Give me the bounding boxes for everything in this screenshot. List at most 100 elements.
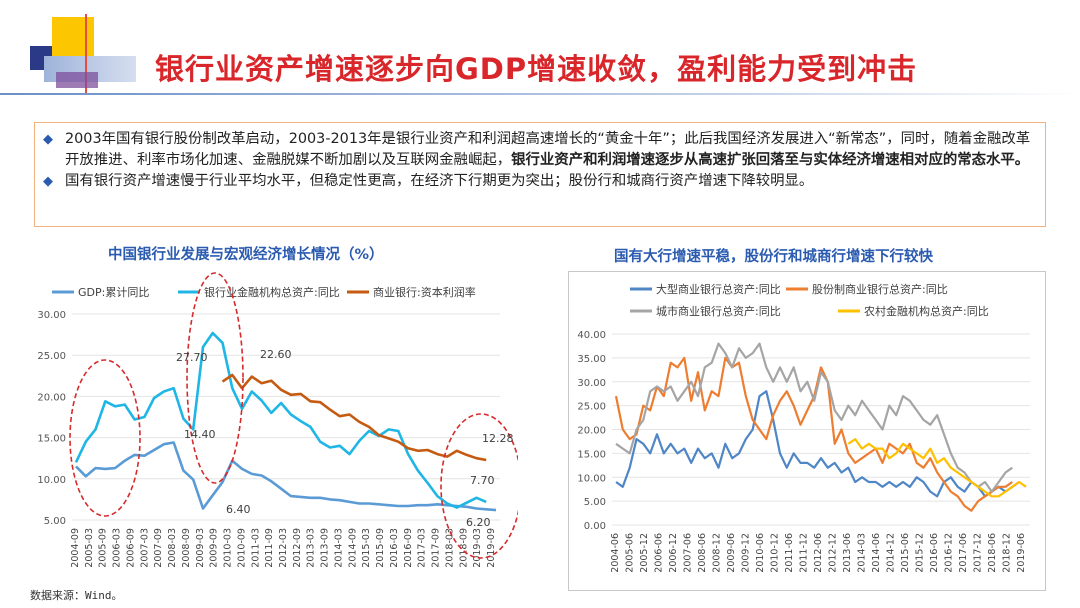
y-tick-label: 10.00 <box>577 473 606 484</box>
data-label: 22.60 <box>260 348 292 361</box>
x-tick-label: 2004-09 <box>70 528 81 568</box>
x-tick-label: 2017-12 <box>973 533 984 573</box>
data-source: 数据来源：Wind。 <box>30 589 123 602</box>
x-tick-label: 2007-09 <box>153 528 164 568</box>
x-tick-label: 2008-09 <box>181 528 192 568</box>
x-tick-label: 2005-06 <box>625 533 636 573</box>
legend-label: 城市商业银行总资产:同比 <box>656 304 781 318</box>
x-tick-label: 2016-09 <box>403 528 414 568</box>
highlight-ellipse <box>186 272 244 484</box>
x-tick-label: 2009-03 <box>195 528 206 568</box>
x-tick-label: 2009-06 <box>726 533 737 573</box>
y-tick-label: 5.00 <box>584 497 606 508</box>
x-tick-label: 2013-09 <box>320 528 331 568</box>
legend-label: 银行业金融机构总资产:同比 <box>204 285 340 299</box>
x-tick-label: 2009-09 <box>209 528 220 568</box>
x-tick-label: 2011-12 <box>799 533 810 573</box>
legend-label: 商业银行:资本利润率 <box>373 285 476 299</box>
x-tick-label: 2010-12 <box>770 533 781 573</box>
header-decoration-purple <box>56 72 98 88</box>
x-tick-label: 2007-03 <box>139 528 150 568</box>
series-line-2 <box>614 356 1013 512</box>
x-tick-label: 2010-09 <box>236 528 247 568</box>
y-tick-label: 40.00 <box>577 330 606 341</box>
x-tick-label: 2019-09 <box>486 528 497 568</box>
y-tick-label: 15.00 <box>577 449 606 460</box>
series-line-2 <box>74 331 487 509</box>
summary-bullet-1-text: 2003年国有银行股份制改革启动，2003-2013年是银行业资产和利润超高速增… <box>65 129 1035 171</box>
x-tick-label: 2015-12 <box>915 533 926 573</box>
data-label: 14.40 <box>184 428 216 441</box>
x-tick-label: 2008-12 <box>712 533 723 573</box>
x-tick-label: 2018-12 <box>1002 533 1013 573</box>
x-tick-label: 2016-03 <box>389 528 400 568</box>
summary-bullet-1: ◆ 2003年国有银行股份制改革启动，2003-2013年是银行业资产和利润超高… <box>43 129 1035 171</box>
x-tick-label: 2013-03 <box>306 528 317 568</box>
summary-bullet-2-text: 国有银行资产增速慢于行业平均水平，但稳定性更高，在经济下行期更为突出；股份行和城… <box>65 173 814 189</box>
x-tick-label: 2014-06 <box>871 533 882 573</box>
highlight-ellipse <box>69 359 141 517</box>
data-label: 12.28 <box>482 432 514 445</box>
x-tick-label: 2018-03 <box>444 528 455 568</box>
data-label: 7.70 <box>470 474 495 487</box>
legend-label: 股份制商业银行总资产:同比 <box>812 282 948 296</box>
x-tick-label: 2005-03 <box>84 528 95 568</box>
summary-bullet-2: ◆ 国有银行资产增速慢于行业平均水平，但稳定性更高，在经济下行期更为突出；股份行… <box>43 171 1035 192</box>
x-tick-label: 2017-09 <box>431 528 442 568</box>
series-line-3 <box>221 373 487 462</box>
legend-label: 农村金融机构总资产:同比 <box>864 304 989 318</box>
x-tick-label: 2007-06 <box>683 533 694 573</box>
legend-label: GDP:累计同比 <box>78 286 149 299</box>
x-tick-label: 2016-06 <box>929 533 940 573</box>
x-tick-label: 2005-12 <box>639 533 650 573</box>
x-tick-label: 2009-12 <box>741 533 752 573</box>
x-tick-label: 2011-09 <box>264 528 275 568</box>
x-tick-label: 2014-09 <box>347 528 358 568</box>
chart2-title: 国有大行增速平稳，股份行和城商行增速下行较快 <box>614 249 933 265</box>
x-tick-label: 2006-03 <box>112 528 123 568</box>
x-tick-label: 2010-03 <box>223 528 234 568</box>
data-label: 6.20 <box>466 516 491 529</box>
x-tick-label: 2016-12 <box>944 533 955 573</box>
summary-box: ◆ 2003年国有银行股份制改革启动，2003-2013年是银行业资产和利润超高… <box>34 122 1046 227</box>
summary-bullet-1-plain: 2003年国有银行股份制改革启动，2003-2013年是银行业资产和利润超高速增… <box>65 131 1031 168</box>
x-tick-label: 2012-06 <box>813 533 824 573</box>
y-tick-label: 0.00 <box>584 521 606 532</box>
chart2: 0.00 5.00 10.00 15.00 20.00 25.00 30.00 35.00 40… <box>577 282 1030 573</box>
x-tick-label: 2006-12 <box>668 533 679 573</box>
x-tick-label: 2015-03 <box>361 528 372 568</box>
x-tick-label: 2008-06 <box>697 533 708 573</box>
y-tick-label: 20.00 <box>37 392 66 403</box>
x-tick-label: 2014-03 <box>857 533 868 573</box>
y-tick-label: 30.00 <box>577 378 606 389</box>
title-divider <box>0 93 1080 95</box>
y-tick-label: 30.00 <box>37 310 66 321</box>
x-tick-label: 2010-06 <box>755 533 766 573</box>
series-line-1 <box>75 441 497 512</box>
series-line-1 <box>615 390 1020 498</box>
x-tick-label: 2011-06 <box>784 533 795 573</box>
x-tick-label: 2006-06 <box>654 533 665 573</box>
data-label: 27.70 <box>176 351 208 364</box>
x-tick-label: 2012-03 <box>278 528 289 568</box>
x-tick-label: 2004-06 <box>610 533 621 573</box>
y-tick-label: 20.00 <box>577 426 606 437</box>
x-tick-label: 2012-12 <box>828 533 839 573</box>
highlight-ellipse <box>440 413 518 559</box>
x-tick-label: 2019-03 <box>472 528 483 568</box>
x-tick-label: 2005-09 <box>98 528 109 568</box>
y-tick-label: 25.00 <box>577 402 606 413</box>
legend-label: 大型商业银行总资产:同比 <box>656 282 781 296</box>
x-tick-label: 2019-06 <box>1016 533 1027 573</box>
header-decoration-yellow <box>52 17 94 57</box>
x-tick-label: 2011-03 <box>250 528 261 568</box>
x-tick-label: 2017-06 <box>958 533 969 573</box>
x-tick-label: 2014-03 <box>333 528 344 568</box>
chart1-title: 中国银行业发展与宏观经济增长情况（%） <box>108 247 384 263</box>
y-tick-label: 5.00 <box>44 516 66 527</box>
x-tick-label: 2013-06 <box>842 533 853 573</box>
page-title: 银行业资产增速逐步向GDP增速收敛，盈利能力受到冲击 <box>155 52 918 86</box>
x-tick-label: 2018-06 <box>987 533 998 573</box>
x-tick-label: 2015-09 <box>375 528 386 568</box>
